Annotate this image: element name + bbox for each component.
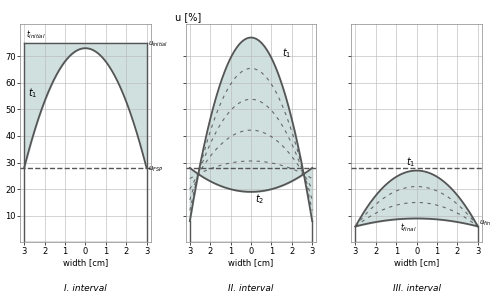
Text: $t_{initial}$: $t_{initial}$ [26, 28, 46, 41]
Text: $u_{fin}$: $u_{fin}$ [478, 219, 490, 228]
X-axis label: width [cm]: width [cm] [393, 258, 438, 267]
Text: I. interval: I. interval [64, 284, 107, 293]
Text: $t_2$: $t_2$ [255, 192, 264, 206]
Text: $u_{initial}$: $u_{initial}$ [147, 39, 167, 49]
Text: u [%]: u [%] [175, 12, 201, 22]
Text: $t_1$: $t_1$ [28, 86, 38, 100]
X-axis label: width [cm]: width [cm] [228, 258, 273, 267]
Text: $t_1$: $t_1$ [406, 155, 415, 169]
X-axis label: width [cm]: width [cm] [63, 258, 108, 267]
Text: $t_1$: $t_1$ [281, 46, 291, 60]
Text: $t_{final}$: $t_{final}$ [400, 221, 416, 234]
Text: III. interval: III. interval [392, 284, 440, 293]
Text: II. interval: II. interval [228, 284, 273, 293]
Text: $u_{FSP}$: $u_{FSP}$ [147, 165, 162, 174]
